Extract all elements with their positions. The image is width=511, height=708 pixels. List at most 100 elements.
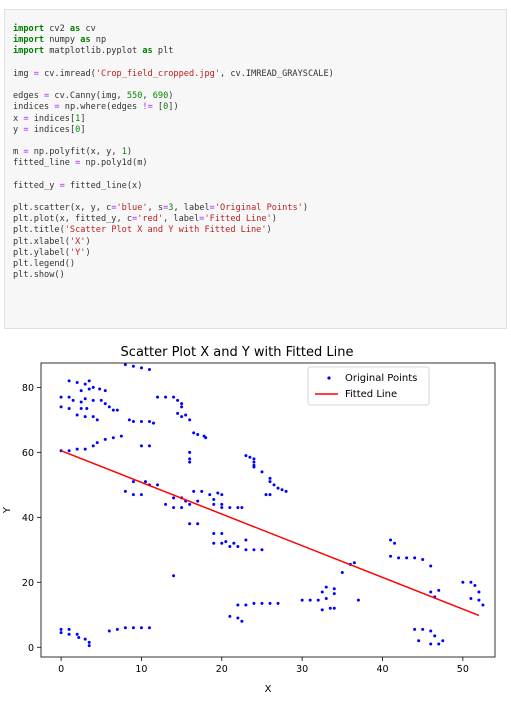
scatter-point — [433, 634, 437, 638]
scatter-point — [115, 408, 119, 412]
scatter-point — [252, 465, 256, 469]
scatter-point — [264, 493, 268, 497]
scatter-point — [59, 627, 63, 631]
scatter-point — [332, 606, 336, 610]
scatter-point — [220, 506, 224, 510]
scatter-point — [147, 419, 151, 423]
scatter-point — [164, 395, 168, 399]
code-line: plt.show() — [13, 270, 334, 281]
code-line — [13, 192, 334, 203]
scatter-point — [83, 382, 87, 386]
code-token: np.where(edges — [59, 102, 143, 113]
scatter-point — [99, 398, 103, 402]
code-cell[interactable]: import cv2 as cv import numpy as np import… — [4, 9, 507, 329]
scatter-point — [260, 470, 264, 474]
scatter-point — [405, 556, 409, 560]
code-token: matplotlib.pyplot — [44, 46, 143, 57]
code-token: , label — [173, 203, 210, 213]
scatter-point — [147, 444, 151, 448]
scatter-point — [224, 540, 228, 544]
scatter-point — [59, 631, 63, 635]
scatter-point — [176, 411, 180, 415]
code-token: indices[ — [28, 124, 76, 135]
code-line: img = cv.imread('Crop_field_cropped.jpg'… — [13, 69, 334, 80]
code-editor[interactable]: import cv2 as cv import numpy as np import… — [13, 24, 334, 281]
scatter-point — [328, 606, 332, 610]
code-token: ) — [85, 247, 91, 258]
scatter-point — [260, 601, 264, 605]
code-token: = — [111, 203, 117, 213]
scatter-point — [316, 598, 320, 602]
scatter-point — [429, 629, 433, 633]
code-token: indices[ — [28, 113, 76, 124]
scatter-point — [320, 608, 324, 612]
code-token: x — [13, 113, 24, 124]
scatter-point — [75, 380, 79, 384]
scatter-point — [172, 506, 176, 510]
code-token: 'Crop_field_cropped.jpg' — [95, 68, 220, 79]
scatter-point — [156, 483, 160, 487]
scatter-point — [103, 402, 107, 406]
code-token: ) — [302, 203, 309, 213]
code-token: plt.ylabel( — [13, 247, 70, 258]
y-tick-label: 60 — [22, 448, 34, 459]
scatter-point — [413, 556, 417, 560]
code-token: 'Fitted Line' — [204, 214, 272, 225]
code-line: import cv2 as cv — [13, 24, 334, 35]
code-token: = — [23, 147, 29, 158]
code-line: plt.xlabel('X') — [13, 237, 334, 248]
x-tick-label: 20 — [216, 664, 228, 675]
scatter-point — [332, 587, 336, 591]
code-line: indices = np.where(edges != [0]) — [13, 102, 334, 113]
code-token: 1 — [121, 147, 127, 158]
scatter-point — [200, 489, 204, 493]
scatter-point — [77, 636, 81, 640]
scatter-point — [91, 444, 95, 448]
scatter-point — [111, 436, 115, 440]
legend-label-original-points: Original Points — [345, 373, 417, 384]
scatter-point — [103, 389, 107, 393]
code-line: plt.scatter(x, y, c='blue', s=3, label='… — [13, 203, 334, 214]
scatter-point — [188, 522, 192, 526]
scatter-point — [220, 541, 224, 545]
scatter-point — [188, 450, 192, 454]
scatter-point — [352, 561, 356, 565]
scatter-point — [397, 556, 401, 560]
scatter-point — [188, 418, 192, 422]
scatter-point — [111, 408, 115, 412]
scatter-point — [232, 541, 236, 545]
scatter-point — [180, 415, 184, 419]
code-line — [13, 169, 334, 180]
scatter-point — [123, 626, 127, 630]
y-tick-label: 20 — [22, 578, 34, 589]
scatter-point — [196, 522, 200, 526]
scatter-chart: Scatter Plot X and Y with Fitted Line 0 1… — [2, 345, 496, 695]
scatter-point — [212, 497, 216, 501]
scatter-point — [429, 564, 433, 568]
scatter-point — [268, 493, 272, 497]
scatter-point — [151, 421, 155, 425]
scatter-point — [196, 432, 200, 436]
legend-scatter-marker — [327, 376, 331, 380]
code-token: as — [69, 24, 81, 34]
code-token: = — [132, 214, 138, 225]
scatter-point — [228, 506, 232, 510]
code-token: as — [80, 35, 91, 46]
code-token: import — [13, 46, 45, 57]
code-token: ) — [271, 214, 277, 225]
x-tick-label: 40 — [376, 664, 388, 675]
scatter-point — [67, 632, 71, 636]
scatter-point — [252, 548, 256, 552]
scatter-point — [83, 447, 87, 451]
code-token: 'X' — [69, 236, 86, 247]
scatter-point — [389, 554, 393, 558]
scatter-point — [212, 502, 216, 506]
scatter-point — [300, 598, 304, 602]
code-token: 690 — [152, 91, 169, 102]
code-token: 'Original Points' — [214, 203, 303, 213]
code-token: 0 — [163, 102, 169, 113]
code-line: plt.title('Scatter Plot X and Y with Fit… — [13, 225, 334, 236]
scatter-point — [417, 639, 421, 643]
code-line: fitted_y = fitted_line(x) — [13, 181, 334, 192]
scatter-point — [421, 558, 425, 562]
